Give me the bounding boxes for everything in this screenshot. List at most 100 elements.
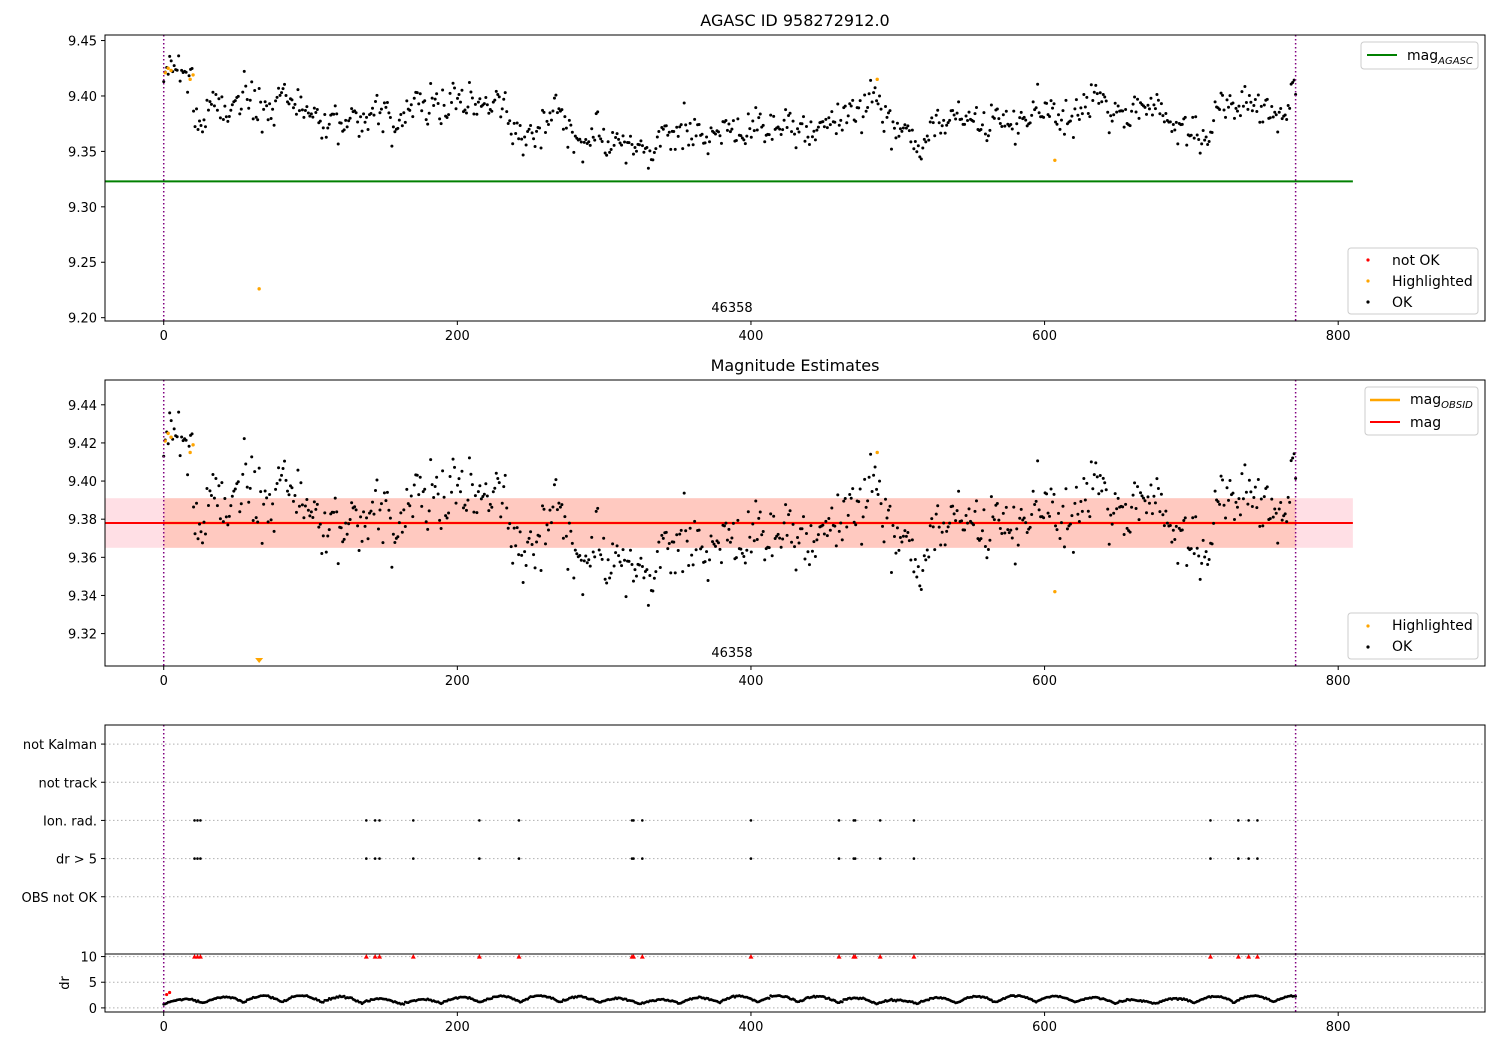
ok-point [1159,102,1163,106]
y-tick-label: 9.20 [68,312,97,327]
ok-point [875,487,879,491]
ok-point [192,109,196,113]
ok-point [1243,463,1247,467]
ok-point [1080,112,1084,116]
ok-point [1240,90,1244,94]
ok-point [916,565,920,569]
ok-point [309,510,313,514]
x-tick-label: 600 [1032,1020,1057,1035]
ok-point [275,481,279,485]
ok-point [1195,546,1199,550]
ok-point [259,490,263,494]
ok-point [563,115,567,119]
ok-point [360,129,364,133]
ok-point [226,119,230,123]
ok-point [986,547,990,551]
ok-point [1095,475,1099,479]
ok-point [441,469,445,473]
ok-point [448,91,452,95]
ok-point [787,513,791,517]
ok-point [371,106,375,110]
ok-point [1265,485,1269,489]
ok-point [478,97,482,101]
ok-point [359,515,363,519]
ok-point [830,506,834,510]
ok-point [876,493,880,497]
ok-point [1219,474,1223,478]
ok-point [554,478,558,482]
ok-point [997,518,1001,522]
ok-point [915,150,919,154]
ok-point [742,138,746,142]
ok-point [785,126,789,130]
ok-point [411,515,415,519]
ok-point [827,116,831,120]
ok-point [815,538,819,542]
ok-point [1110,522,1114,526]
ok-point [631,152,635,156]
ok-point [323,511,327,515]
ok-point [1176,561,1180,565]
ok-point [259,100,263,104]
flag-point [193,819,196,822]
ok-point [260,130,264,134]
ok-point [861,115,865,119]
ok-point [1279,501,1283,505]
ok-point [1212,119,1216,123]
ok-point [542,110,546,114]
x-axis: 0 200 400 600 800 [160,1012,1351,1035]
ok-point [1061,109,1065,113]
ok-point [1152,103,1156,107]
ok-point [864,109,868,113]
ok-point [433,97,437,101]
ok-point [995,501,999,505]
ok-point [248,486,252,490]
ok-point [1073,501,1077,505]
ok-point [306,508,310,512]
flag-point [365,857,368,860]
ok-point [168,54,172,58]
ok-point [1286,495,1290,499]
ok-point [693,519,697,523]
ok-point [697,122,701,126]
ok-point [615,544,619,548]
ok-point [1068,119,1072,123]
ok-point [951,109,955,113]
ok-point [1086,509,1090,513]
ok-point [1146,103,1150,107]
ok-point [172,64,176,68]
ok-point [262,107,266,111]
ok-point [1124,108,1128,112]
ok-point [1109,513,1113,517]
ok-point [587,558,591,562]
ok-point [966,118,970,122]
ok-point [731,521,735,525]
dr-ok-point [402,1002,406,1006]
ok-point [967,507,971,511]
ok-point [678,532,682,536]
ok-point [1210,542,1214,546]
ok-point [1256,477,1260,481]
flag-point [853,857,857,860]
ok-point [284,94,288,98]
ok-point [658,565,662,569]
ok-point [912,147,916,151]
ok-point [499,115,503,119]
ok-point [529,530,533,534]
ok-point [494,89,498,93]
ok-point [1156,98,1160,102]
ok-point [942,521,946,525]
ok-point [1210,130,1214,134]
ok-point [675,125,679,129]
ok-point [561,536,565,540]
ok-point [860,131,864,135]
ok-point [624,161,628,165]
ok-point [263,489,267,493]
ok-point [1077,519,1081,523]
ok-point [523,550,527,554]
ok-point [782,118,786,122]
ok-point [1100,489,1104,493]
ok-point [1152,494,1156,498]
ok-point [988,538,992,542]
ok-point [1007,531,1011,535]
